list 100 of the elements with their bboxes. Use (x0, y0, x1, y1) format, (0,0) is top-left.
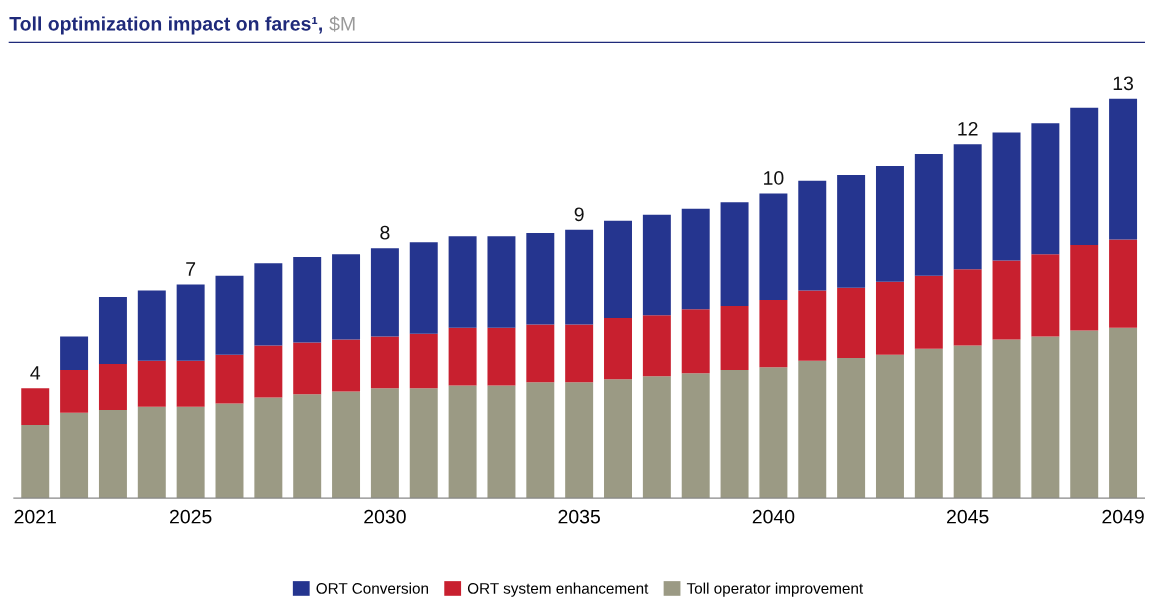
bar (21, 388, 50, 426)
bar (332, 254, 361, 340)
bar (1070, 330, 1099, 499)
x-tick-label: 2030 (364, 509, 406, 524)
bar (215, 354, 244, 404)
bar (681, 208, 710, 310)
bar (293, 256, 322, 343)
bar (409, 333, 438, 389)
bar (604, 220, 632, 319)
bar (332, 391, 361, 499)
bar (1070, 107, 1099, 245)
bar (60, 369, 89, 413)
bar (409, 242, 438, 334)
bar (992, 339, 1021, 499)
bar (798, 290, 827, 361)
bar (565, 229, 594, 325)
bar (798, 360, 827, 499)
bar (720, 202, 749, 307)
bar (98, 409, 127, 499)
bar (487, 236, 516, 328)
bar (21, 425, 50, 499)
bar (759, 193, 788, 301)
bar (1031, 336, 1060, 499)
legend-label: ORT Conversion (316, 582, 429, 594)
bar (1070, 244, 1099, 331)
bar (914, 348, 943, 499)
x-tick-label: 2021 (14, 509, 56, 524)
bar (565, 382, 594, 499)
bar (60, 336, 89, 370)
bar (642, 376, 671, 499)
bar (992, 260, 1021, 340)
bar (526, 233, 555, 325)
bar (992, 132, 1021, 261)
bar (487, 385, 516, 499)
bar (293, 394, 322, 499)
bar (681, 373, 710, 499)
bar (565, 324, 594, 383)
annotation: 4 (30, 366, 41, 380)
bar (370, 388, 399, 499)
bar (837, 287, 866, 358)
bar (448, 327, 477, 386)
bar (1031, 254, 1060, 337)
bar (1109, 327, 1138, 499)
bar (176, 406, 205, 499)
bar (914, 275, 943, 349)
x-tick-label: 2049 (1102, 509, 1144, 524)
annotation: 10 (764, 171, 784, 185)
bar (98, 296, 127, 364)
bar (720, 306, 749, 370)
bar (370, 248, 399, 337)
chart-title: Toll optimization impact on fares¹, (9, 16, 322, 35)
bar (953, 345, 982, 499)
bar (137, 360, 166, 407)
bar (526, 382, 555, 499)
x-tick-label: 2040 (752, 509, 795, 524)
annotation: 12 (958, 121, 978, 136)
bar (681, 309, 710, 374)
x-tick-label: 2045 (947, 509, 989, 524)
bar (215, 275, 244, 355)
bar (837, 175, 866, 288)
bar (1031, 123, 1060, 255)
legend-label: Toll operator improvement (686, 582, 864, 597)
bar (953, 144, 982, 270)
annotation: 7 (186, 262, 196, 276)
bar (1109, 98, 1138, 240)
bar (526, 324, 555, 383)
annotation: 13 (1113, 76, 1134, 91)
bar (215, 403, 244, 499)
bar (254, 263, 283, 346)
bar (448, 385, 477, 499)
bar (604, 318, 632, 380)
bar (137, 290, 166, 361)
bar (798, 180, 827, 291)
bar (254, 345, 283, 398)
annotation: 9 (574, 207, 584, 222)
bar (370, 336, 399, 389)
bar (604, 379, 632, 499)
bar (176, 360, 205, 407)
bar (875, 354, 904, 499)
bar (759, 367, 788, 499)
x-tick-label: 2035 (558, 509, 600, 524)
bar (409, 388, 438, 499)
bar (837, 357, 866, 499)
legend-label: ORT system enhancement (467, 582, 649, 597)
bar (642, 315, 671, 377)
bar (914, 153, 943, 276)
bar (293, 342, 322, 395)
bar (332, 339, 361, 392)
bar (98, 363, 127, 410)
bar (254, 397, 283, 499)
bar (642, 214, 671, 316)
bar (176, 284, 205, 361)
x-tick-label: 2025 (170, 509, 212, 524)
bar (875, 281, 904, 355)
bar (137, 406, 166, 499)
bar (875, 165, 904, 282)
bar (1109, 239, 1138, 328)
bar (759, 300, 788, 368)
chart-subtitle: $M (329, 16, 355, 32)
bar (487, 327, 516, 386)
